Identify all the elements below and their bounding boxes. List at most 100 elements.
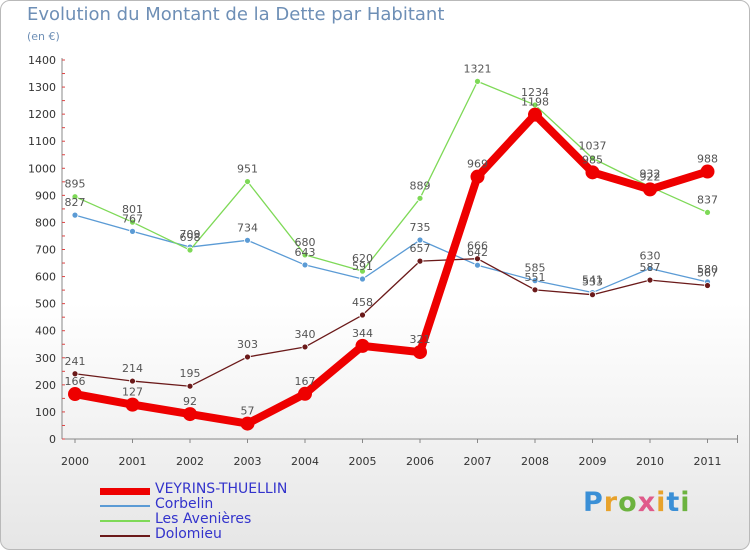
logo-letter: i (680, 487, 691, 518)
data-label: 620 (352, 252, 373, 265)
data-label: 241 (65, 355, 86, 368)
x-tick-label: 2005 (349, 455, 377, 468)
data-label: 344 (352, 327, 373, 340)
data-point (470, 169, 485, 184)
x-tick-label: 2003 (234, 455, 262, 468)
data-label: 541 (582, 274, 603, 287)
data-label: 735 (410, 221, 431, 234)
y-tick-label: 0 (49, 433, 56, 446)
data-label: 734 (237, 221, 258, 234)
data-point (244, 236, 251, 244)
data-label: 214 (122, 362, 143, 375)
data-point (359, 267, 366, 275)
data-point (416, 194, 424, 202)
legend-label: Corbelin (155, 496, 214, 512)
data-point (129, 218, 136, 226)
data-point (359, 275, 366, 283)
series-line (74, 110, 709, 428)
data-point (244, 353, 251, 361)
data-label: 922 (640, 170, 661, 183)
data-point (301, 343, 309, 351)
legend-label: Dolomieu (155, 526, 222, 542)
logo-letter: i (656, 487, 667, 518)
data-point (186, 246, 194, 254)
legend-swatch (100, 535, 150, 537)
y-tick-label: 300 (35, 352, 56, 365)
data-label: 666 (467, 240, 488, 253)
data-point (585, 165, 600, 180)
data-label: 630 (640, 249, 661, 262)
y-tick-label: 700 (35, 244, 56, 257)
data-label: 767 (122, 212, 143, 225)
y-tick-label: 800 (35, 216, 56, 229)
data-point (68, 387, 82, 402)
data-label: 591 (352, 260, 373, 273)
y-tick-label: 600 (35, 271, 56, 284)
data-point (474, 77, 481, 85)
logo-letter: o (618, 487, 638, 518)
data-label: 837 (697, 193, 718, 206)
data-point (301, 251, 309, 259)
legend-swatch (100, 505, 150, 507)
x-tick-label: 2009 (579, 455, 607, 468)
data-point (474, 261, 481, 269)
data-point (359, 311, 366, 319)
y-tick-label: 1200 (28, 108, 56, 121)
data-label: 698 (180, 231, 201, 244)
data-label: 303 (237, 338, 258, 351)
data-point (355, 338, 370, 353)
data-label: 533 (582, 276, 603, 289)
data-label: 951 (237, 163, 258, 176)
data-point (531, 277, 539, 285)
data-point (183, 407, 197, 422)
data-point (416, 236, 424, 244)
y-tick-label: 400 (35, 325, 56, 338)
x-tick-label: 2011 (694, 455, 722, 468)
y-tick-label: 200 (35, 379, 56, 392)
series-line (74, 80, 708, 272)
data-label: 195 (180, 367, 201, 380)
y-tick-label: 500 (35, 298, 56, 311)
data-point (704, 209, 711, 216)
data-label: 92 (183, 395, 197, 408)
data-label: 988 (697, 153, 718, 166)
data-label: 585 (525, 262, 546, 275)
y-tick-label: 1300 (28, 81, 56, 94)
data-label: 551 (525, 271, 546, 284)
x-tick-label: 2007 (464, 455, 492, 468)
legend-swatch (100, 487, 150, 495)
data-point (298, 386, 312, 401)
data-label: 969 (467, 158, 488, 171)
y-tick-label: 1100 (28, 135, 56, 148)
data-point (71, 211, 79, 219)
data-label: 567 (697, 267, 718, 280)
data-point (301, 261, 309, 269)
data-label: 1037 (579, 139, 607, 152)
data-point (646, 276, 654, 284)
data-point (71, 370, 79, 378)
data-label: 167 (295, 375, 316, 388)
data-label: 57 (241, 405, 255, 418)
data-point (125, 397, 140, 412)
x-tick-label: 2002 (176, 455, 204, 468)
data-label: 827 (65, 196, 86, 209)
logo-letter: r (603, 487, 619, 518)
x-tick-label: 2008 (521, 455, 549, 468)
data-point (416, 257, 424, 265)
data-point (413, 345, 427, 360)
data-point (704, 282, 711, 289)
line-chart: 0 100 200 300 400 500 600 700 800 900 1000 1100 1200… (28, 54, 738, 468)
data-point (643, 182, 657, 197)
data-point (474, 255, 481, 263)
x-tick-label: 2004 (291, 455, 319, 468)
chart-unit-subtitle: (en €) (27, 30, 60, 43)
data-point (129, 227, 136, 235)
data-point (528, 107, 542, 122)
data-label: 1234 (521, 86, 549, 99)
data-label: 889 (410, 179, 431, 192)
y-tick-label: 100 (35, 406, 56, 419)
series-line (74, 258, 708, 387)
y-tick-label: 900 (35, 189, 56, 202)
data-point (71, 193, 79, 201)
